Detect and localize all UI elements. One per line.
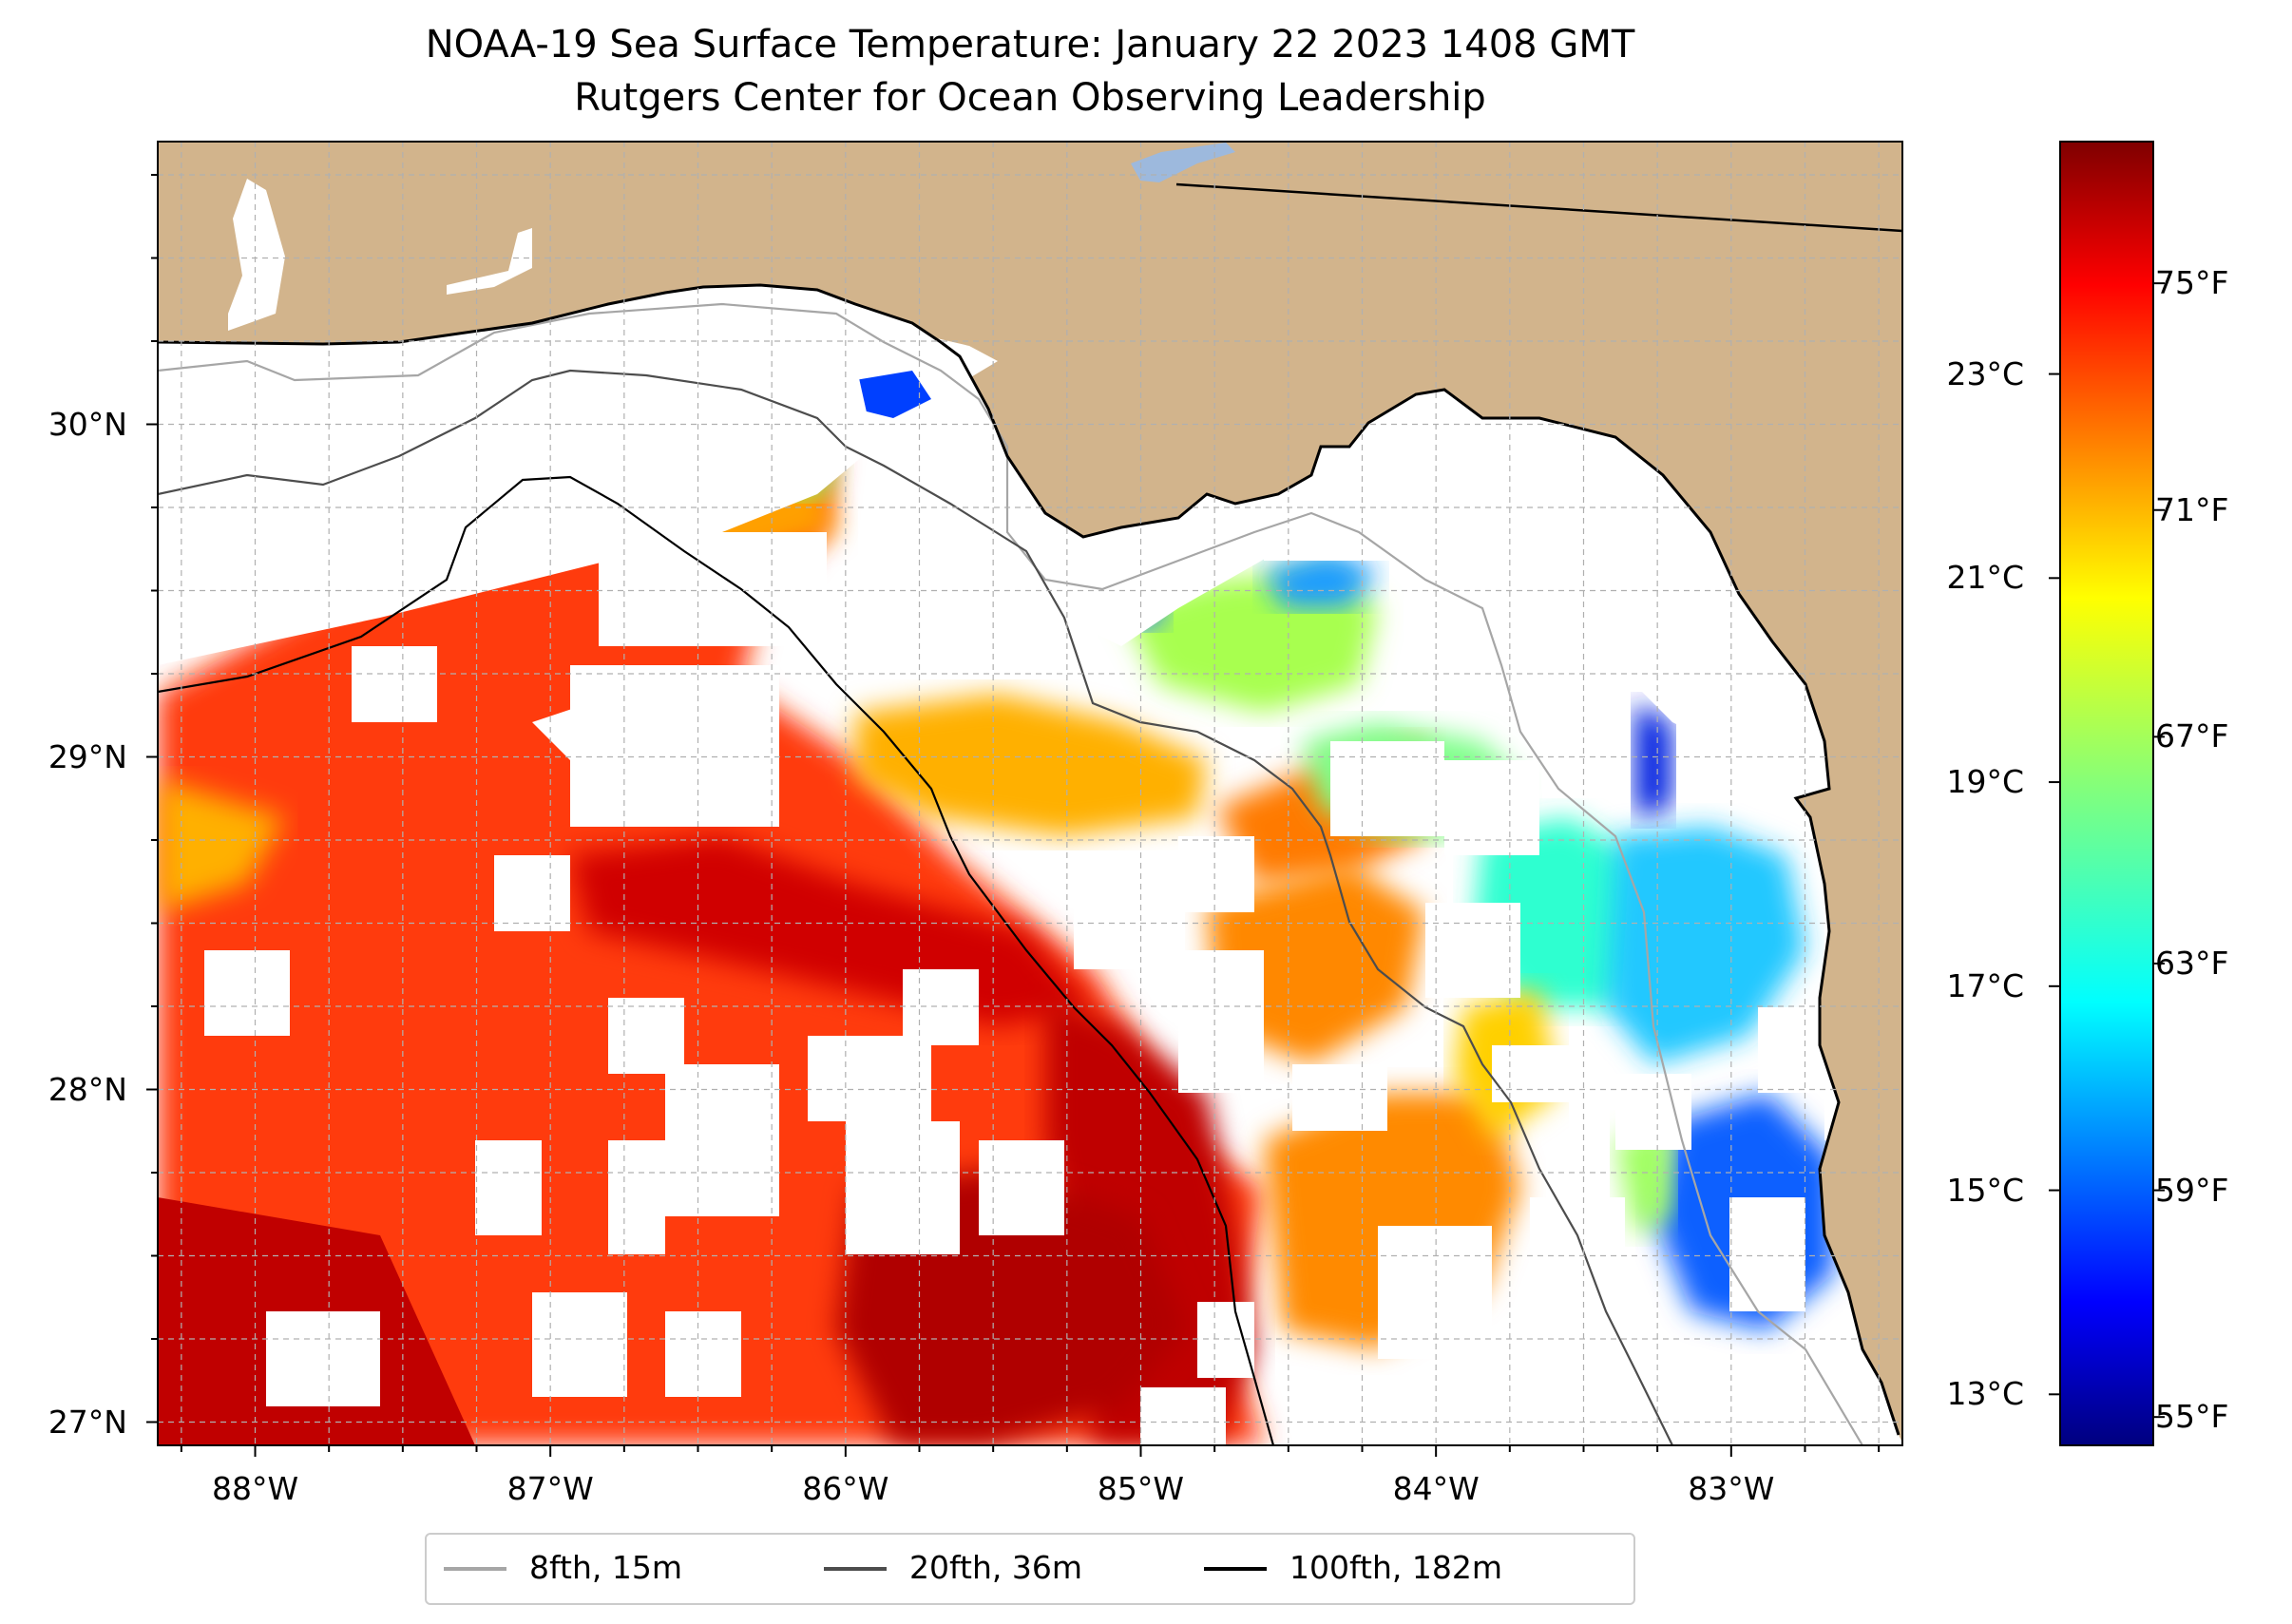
colorbar-celsius-label: 21°C <box>1946 559 2024 597</box>
map-title: NOAA-19 Sea Surface Temperature: January… <box>425 23 1635 67</box>
map-frame <box>157 141 1903 1446</box>
longitude-label: 84°W <box>1392 1470 1480 1507</box>
latitude-label: 28°N <box>48 1070 127 1108</box>
coastline <box>158 283 1900 1436</box>
latitude-label: 29°N <box>48 737 127 775</box>
axis-ticks <box>146 174 1881 1457</box>
longitude-label: 88°W <box>211 1470 299 1507</box>
colorbar-fahrenheit-label: 55°F <box>2155 1398 2229 1436</box>
legend-swatch-8fth <box>444 1567 506 1571</box>
legend-label-20fth: 20fth, 36m <box>909 1549 1082 1586</box>
colorbar <box>2059 141 2154 1446</box>
colorbar-celsius-label: 13°C <box>1946 1375 2024 1413</box>
legend: 8fth, 15m 20fth, 36m 100fth, 182m <box>425 1533 1635 1605</box>
colorbar-fahrenheit-label: 75°F <box>2155 264 2229 302</box>
colorbar-celsius-label: 15°C <box>1946 1171 2024 1209</box>
latitude-label: 27°N <box>48 1403 127 1441</box>
legend-label-100fth: 100fth, 182m <box>1289 1549 1502 1586</box>
longitude-label: 86°W <box>802 1470 889 1507</box>
map-subtitle: Rutgers Center for Ocean Observing Leade… <box>574 76 1486 120</box>
legend-swatch-20fth <box>824 1567 887 1571</box>
state-boundary <box>1175 182 1902 233</box>
colorbar-fahrenheit-label: 67°F <box>2155 717 2229 755</box>
longitude-label: 83°W <box>1688 1470 1775 1507</box>
colorbar-fahrenheit-label: 59°F <box>2155 1171 2229 1209</box>
legend-swatch-100fth <box>1204 1567 1267 1571</box>
colorbar-celsius-label: 17°C <box>1946 966 2024 1004</box>
colorbar-ticks <box>2049 282 2165 1419</box>
latitude-label: 30°N <box>48 405 127 443</box>
colorbar-fahrenheit-label: 71°F <box>2155 490 2229 528</box>
colorbar-fahrenheit-label: 63°F <box>2155 944 2229 982</box>
longitude-label: 85°W <box>1097 1470 1185 1507</box>
lake <box>1131 143 1235 182</box>
colorbar-celsius-label: 23°C <box>1946 354 2024 392</box>
legend-label-8fth: 8fth, 15m <box>529 1549 683 1586</box>
longitude-label: 87°W <box>506 1470 594 1507</box>
map-gridlines <box>158 142 1902 1445</box>
colorbar-celsius-label: 19°C <box>1946 763 2024 801</box>
